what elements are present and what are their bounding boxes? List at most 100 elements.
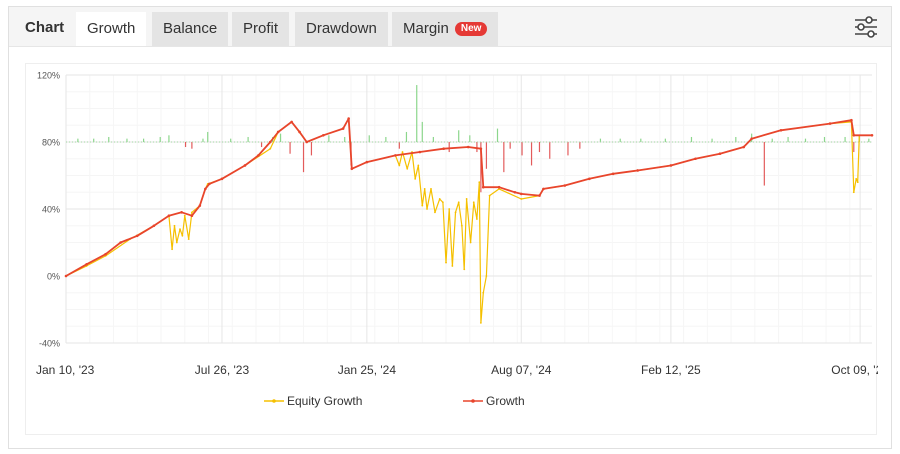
x-tick-label: Jan 10, '23 — [36, 363, 95, 377]
growth-point — [64, 274, 68, 278]
growth-point — [466, 145, 470, 149]
equity-growth-point — [171, 248, 173, 251]
y-tick-label: 120% — [37, 71, 60, 81]
y-tick-label: 0% — [47, 272, 60, 282]
x-tick-label: Jul 26, '23 — [195, 363, 250, 377]
growth-point — [542, 187, 545, 191]
growth-point — [220, 177, 224, 181]
equity-growth-point — [438, 198, 441, 200]
growth-point — [636, 169, 639, 172]
x-tick-label: Jan 25, '24 — [338, 363, 397, 377]
equity-growth-point — [181, 234, 184, 237]
equity-growth-point — [482, 291, 485, 294]
equity-growth-point — [417, 164, 420, 167]
growth-point — [208, 182, 211, 186]
legend-label-equity-growth: Equity Growth — [287, 394, 363, 408]
legend-item-growth[interactable]: Growth — [463, 394, 525, 408]
new-badge: New — [454, 22, 488, 36]
growth-chart: 120% 80% 40% 0% -40% Jan 10, '23 Jul 26, '23 Ja… — [36, 71, 878, 378]
equity-growth-point — [472, 201, 475, 204]
equity-growth-point — [426, 208, 428, 210]
growth-point — [104, 252, 107, 256]
plot-area: 120% 80% 40% 0% -40% Jan 10, '23 Jul 26, '23 Ja… — [25, 63, 878, 435]
growth-point — [204, 187, 207, 191]
equity-growth-point — [445, 261, 447, 264]
growth-point — [779, 128, 783, 132]
equity-growth-point — [476, 218, 478, 220]
tab-margin-label: Margin — [403, 20, 449, 37]
growth-point — [198, 204, 202, 207]
growth-point — [828, 122, 832, 125]
growth-point — [611, 172, 615, 176]
growth-point — [135, 234, 139, 238]
growth-point — [365, 160, 369, 164]
growth-point — [870, 134, 874, 137]
equity-growth-point — [520, 198, 523, 200]
growth-point — [694, 157, 697, 161]
growth-point — [298, 130, 301, 134]
legend-item-equity-growth[interactable]: Equity Growth — [264, 394, 362, 408]
equity-growth-point — [460, 224, 463, 227]
equity-growth-point — [488, 194, 491, 197]
equity-growth-point — [855, 177, 858, 180]
equity-growth-point — [398, 164, 401, 167]
equity-growth-point — [434, 211, 436, 214]
sliders-icon[interactable] — [853, 15, 879, 39]
equity-growth-point — [454, 211, 457, 214]
equity-growth-point — [478, 181, 481, 184]
growth-point — [290, 120, 293, 124]
growth-point — [513, 190, 517, 194]
equity-growth-point — [479, 322, 482, 324]
growth-point — [180, 211, 183, 214]
growth-point — [519, 192, 523, 196]
tab-margin[interactable]: Margin New — [392, 12, 499, 46]
growth-point — [322, 134, 325, 137]
growth-point — [305, 140, 308, 144]
y-tick-label: -40% — [39, 339, 60, 349]
equity-growth-point — [430, 188, 432, 190]
equity-growth-point — [856, 181, 859, 184]
tab-bar-title: Chart — [25, 19, 65, 36]
x-tick-label: Oct 09, '25 — [831, 363, 878, 377]
x-tick-label: Feb 12, '25 — [641, 363, 701, 377]
growth-point — [750, 137, 753, 140]
chart-panel: Chart Growth Balance Profit Drawdown Mar… — [8, 6, 892, 449]
equity-growth-point — [451, 265, 454, 267]
equity-growth-point — [441, 201, 444, 204]
growth-point — [167, 214, 171, 217]
tab-balance-label: Balance — [163, 20, 218, 37]
equity-growth-line — [65, 117, 872, 324]
tab-profit[interactable]: Profit — [232, 12, 290, 46]
growth-point — [481, 185, 485, 189]
tab-growth-label: Growth — [87, 20, 136, 37]
equity-growth-point — [190, 211, 193, 214]
tab-growth[interactable]: Growth — [76, 12, 147, 46]
equity-growth-point — [401, 151, 404, 153]
equity-growth-point — [469, 241, 472, 244]
growth-point — [538, 194, 541, 197]
equity-growth-point — [465, 198, 468, 200]
equity-growth-point — [463, 268, 466, 271]
y-tick-label: 80% — [42, 138, 60, 148]
tab-drawdown[interactable]: Drawdown — [295, 12, 388, 46]
tab-balance[interactable]: Balance — [152, 12, 229, 46]
equity-growth-point — [183, 214, 186, 217]
equity-growth-point — [179, 228, 181, 231]
equity-growth-point — [498, 188, 500, 190]
equity-growth-point — [269, 147, 272, 150]
legend-label-growth: Growth — [486, 394, 525, 408]
growth-point — [442, 147, 445, 150]
growth-line — [65, 117, 872, 277]
growth-point — [341, 127, 345, 130]
equity-growth-point — [457, 201, 460, 204]
growth-point — [479, 147, 483, 150]
legend: Equity Growth Growth — [9, 394, 891, 414]
growth-point — [347, 117, 350, 120]
growth-point — [119, 241, 122, 244]
legend-swatch-equity — [264, 399, 284, 403]
equity-growth-point — [852, 191, 855, 194]
equity-growth-point — [423, 188, 426, 190]
growth-point — [350, 167, 354, 171]
equity-growth-point — [421, 204, 424, 207]
growth-point — [852, 134, 856, 137]
